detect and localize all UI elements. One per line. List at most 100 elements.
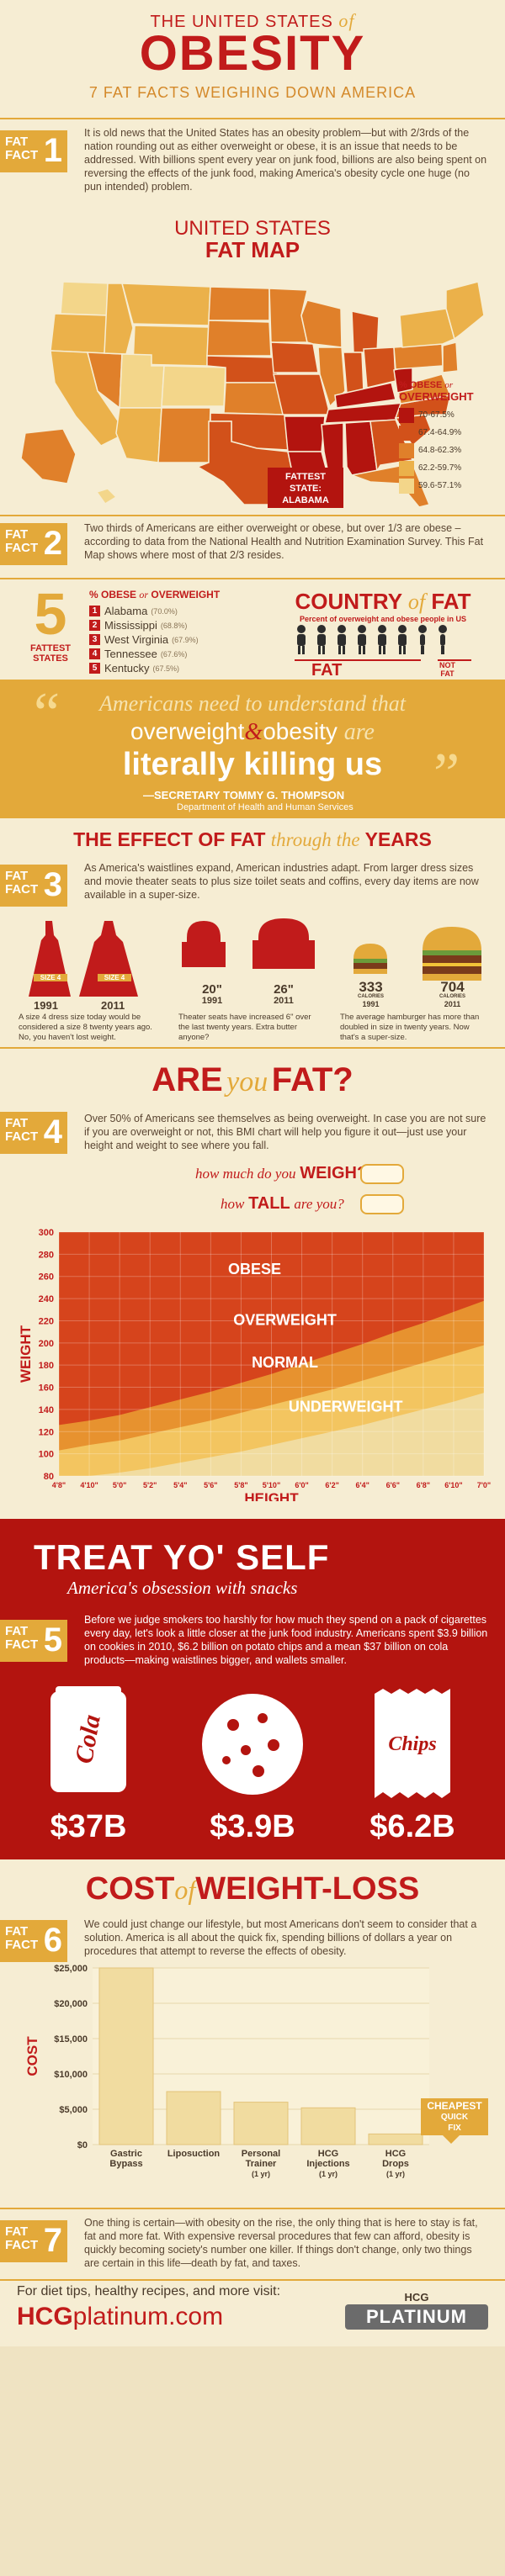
fact-4-text: Over 50% of Americans see themselves as … bbox=[84, 1113, 486, 1151]
legend-title: % OBESE or bbox=[399, 380, 454, 390]
fattest-state-item: 1 Alabama (70.0%) bbox=[89, 604, 266, 618]
person-icon bbox=[297, 625, 306, 654]
cost-y-tick: $20,000 bbox=[54, 1999, 88, 2009]
weight-input[interactable] bbox=[360, 1164, 404, 1184]
footer-link[interactable]: HCGplatinum.com bbox=[17, 2303, 224, 2330]
fattest-state-item: 2 Mississippi (68.8%) bbox=[89, 618, 266, 632]
cost-bar bbox=[368, 2133, 423, 2145]
callout-arrow bbox=[443, 2135, 460, 2144]
cost-x-label: (1 yr) bbox=[386, 2170, 405, 2178]
y-tick-label: 220 bbox=[39, 1316, 54, 1326]
cost-chart: $25,000 $20,000 $15,000 $10,000 $5,000 $0 Gast… bbox=[25, 1964, 429, 2178]
legend-label: 62.2-59.7% bbox=[418, 463, 462, 473]
seat-small-icon bbox=[187, 921, 221, 959]
legend-item: 70-67.5% bbox=[399, 406, 500, 424]
legend-item: 59.6-57.1% bbox=[399, 477, 500, 495]
seat-1991-width: 20" bbox=[202, 982, 222, 997]
state-pct: (67.6%) bbox=[160, 649, 188, 659]
y-tick-label: 180 bbox=[39, 1361, 54, 1371]
fact-tag-2: FAT FACT 2 bbox=[0, 523, 67, 565]
cost-y-tick: $0 bbox=[77, 2140, 88, 2150]
fact-tag-5: FAT FACT 5 bbox=[0, 1620, 67, 1662]
burger-1991-year: 1991 bbox=[362, 1000, 380, 1008]
x-tick-label: 6'4" bbox=[356, 1481, 369, 1489]
divider bbox=[0, 1047, 505, 1049]
page-title: OBESITY bbox=[139, 26, 366, 81]
rank-badge: 4 bbox=[89, 648, 100, 659]
legend-swatch bbox=[399, 425, 414, 441]
cost-x-label: HCG bbox=[318, 2149, 338, 2159]
burger-caption: The average hamburger has more than doub… bbox=[340, 1013, 480, 1042]
state-hi bbox=[95, 488, 118, 505]
y-tick-label: 100 bbox=[39, 1450, 54, 1460]
person-icon bbox=[338, 625, 346, 654]
x-tick-label: 6'2" bbox=[325, 1481, 338, 1489]
person-icon bbox=[398, 625, 407, 654]
state-wi bbox=[300, 299, 343, 348]
snacks-section: TREAT YO' SELF America's obsession with … bbox=[0, 1519, 505, 1859]
x-tick-label: 6'8" bbox=[417, 1481, 430, 1489]
cheapest-callout: CHEAPEST QUICK FIX bbox=[421, 2098, 488, 2135]
title-top: THE UNITED STATES of bbox=[150, 10, 355, 31]
state-or bbox=[50, 313, 109, 354]
state-pct: (70.0%) bbox=[151, 606, 178, 616]
divider bbox=[0, 578, 505, 579]
legend-label: 59.6-57.1% bbox=[418, 481, 462, 490]
cost-x-label: Bypass bbox=[109, 2159, 142, 2169]
state-oh bbox=[363, 346, 396, 389]
state-md-de-nj bbox=[442, 341, 459, 373]
fact-7-text: One thing is certain—with obesity on the… bbox=[84, 2217, 478, 2269]
x-tick-label: 5'2" bbox=[143, 1481, 157, 1489]
dress-caption: A size 4 dress size today would be consi… bbox=[19, 1013, 152, 1042]
seat-icons bbox=[182, 918, 315, 969]
legend-swatch bbox=[399, 460, 414, 476]
legend-item: 62.2-59.7% bbox=[399, 459, 500, 477]
cost-title: COSTofWEIGHT-LOSS bbox=[85, 1871, 420, 1907]
y-tick-label: 240 bbox=[39, 1294, 54, 1304]
calories-label: CALORIES bbox=[439, 994, 465, 999]
fact-1-text: It is old news that the United States ha… bbox=[84, 127, 487, 193]
state-name: Alabama bbox=[104, 605, 148, 617]
cost-bar bbox=[233, 2102, 289, 2145]
state-wa bbox=[60, 281, 110, 316]
burger-2011-year: 2011 bbox=[444, 1000, 461, 1008]
quote-line-2: overweight&obesity are bbox=[130, 718, 375, 745]
dress-large-icon bbox=[79, 921, 138, 997]
person-icon bbox=[358, 625, 366, 654]
people-pictogram bbox=[297, 625, 447, 654]
header: THE UNITED STATES of OBESITY 7 FAT FACTS… bbox=[0, 0, 505, 118]
person-icon bbox=[439, 625, 447, 654]
x-tick-label: 6'6" bbox=[386, 1481, 400, 1489]
fact-tag-7: FAT FACT 7 bbox=[0, 2220, 67, 2262]
seat-caption: Theater seats have increased 6" over the… bbox=[178, 1013, 311, 1042]
legend-title-overweight: OVERWEIGHT bbox=[399, 390, 474, 403]
state-ny bbox=[399, 308, 455, 348]
height-input[interactable] bbox=[360, 1194, 404, 1214]
cost-y-tick: $25,000 bbox=[54, 1964, 88, 1974]
height-question: how TALL are you? bbox=[221, 1194, 344, 1213]
state-nd bbox=[208, 286, 270, 321]
state-name: Tennessee bbox=[104, 648, 157, 660]
state-pct: (67.9%) bbox=[172, 635, 199, 644]
chips-spend: $6.2B bbox=[369, 1809, 455, 1844]
legend-label: 70-67.5% bbox=[418, 410, 454, 420]
y-tick-label: 80 bbox=[44, 1472, 54, 1482]
x-axis-label: HEIGHT bbox=[244, 1490, 299, 1501]
state-pct: (67.5%) bbox=[152, 664, 179, 673]
cost-bar bbox=[98, 1967, 154, 2145]
band-label: OBESE bbox=[228, 1261, 281, 1277]
subtitle: 7 FAT FACTS WEIGHING DOWN AMERICA bbox=[88, 84, 417, 101]
legend-swatch bbox=[399, 478, 414, 494]
cookie-spend: $3.9B bbox=[210, 1809, 295, 1844]
bmi-band-underweight bbox=[59, 1393, 484, 1476]
state-new-england bbox=[445, 281, 485, 341]
state-name: Kentucky bbox=[104, 662, 150, 674]
calories-label: CALORIES bbox=[357, 994, 384, 999]
x-tick-label: 4'8" bbox=[52, 1481, 66, 1489]
quote-line-3: literally killing us bbox=[122, 747, 383, 782]
legend-swatch bbox=[399, 407, 414, 423]
y-tick-label: 300 bbox=[39, 1228, 54, 1238]
cola-can-icon: Cola bbox=[50, 1686, 126, 1792]
five-fattest-badge: 5 FATTEST STATES bbox=[29, 581, 72, 664]
burger-2011-calories: 704 bbox=[440, 979, 465, 995]
